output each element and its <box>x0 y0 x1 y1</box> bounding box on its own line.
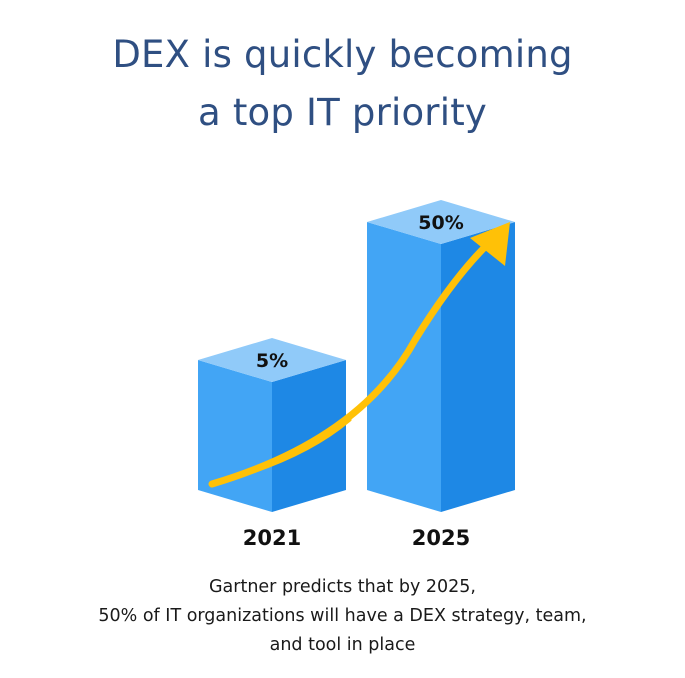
category-label-2025: 2025 <box>412 526 470 550</box>
caption-line-3: and tool in place <box>269 635 416 655</box>
bar-front-2021 <box>198 360 272 512</box>
title-line-1: DEX is quickly becoming <box>112 33 573 76</box>
category-label-2021: 2021 <box>243 526 301 550</box>
trend-arrow-line <box>208 236 496 488</box>
bar-side-2025 <box>441 222 515 512</box>
value-label-2021: 5% <box>256 350 288 372</box>
bar-front-2025 <box>367 222 441 512</box>
page-title: DEX is quickly becoming a top IT priorit… <box>0 26 685 142</box>
caption-line-1: Gartner predicts that by 2025, <box>208 577 476 597</box>
bar-top-2025 <box>367 200 515 244</box>
bar-side-2021 <box>272 360 346 512</box>
bar-top-2021 <box>198 338 346 382</box>
bar-chart: 5% 2021 50% 2025 <box>198 200 515 550</box>
trend-arrow-head <box>470 222 510 266</box>
caption-line-2: 50% of IT organizations will have a DEX … <box>98 606 587 626</box>
caption: Gartner predicts that by 2025, 50% of IT… <box>0 573 685 660</box>
title-line-2: a top IT priority <box>197 91 487 134</box>
trend-arrow-tail <box>210 418 352 486</box>
value-label-2025: 50% <box>418 212 463 234</box>
